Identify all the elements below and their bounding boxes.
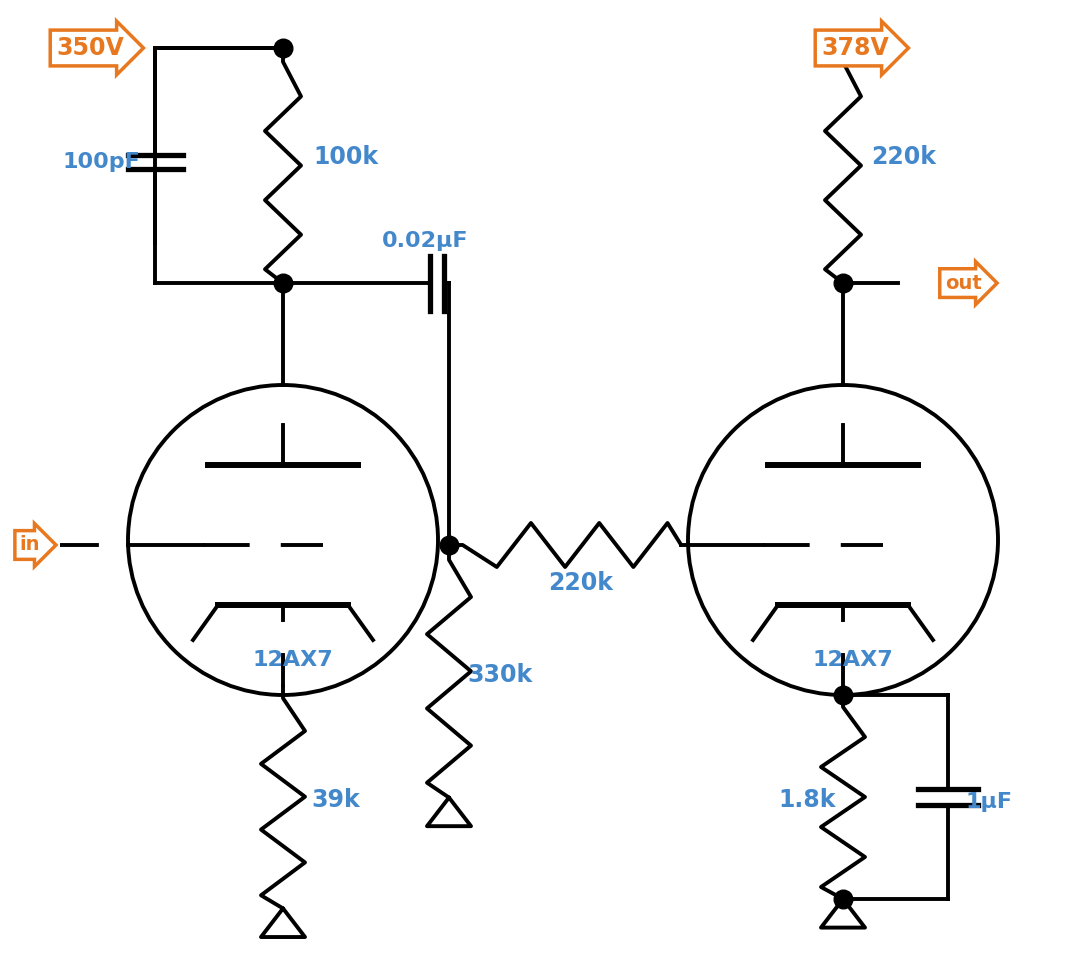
Point — [835, 892, 852, 907]
Text: 350V: 350V — [57, 36, 124, 60]
Text: 1μF: 1μF — [966, 792, 1013, 812]
Point — [835, 687, 852, 703]
Point — [275, 276, 292, 291]
Text: 378V: 378V — [821, 36, 889, 60]
Point — [440, 537, 458, 552]
Point — [275, 40, 292, 56]
Text: 330k: 330k — [467, 663, 532, 687]
Point — [835, 276, 852, 291]
Text: 12AX7: 12AX7 — [252, 650, 334, 670]
Text: 220k: 220k — [548, 571, 613, 595]
Text: 100pF: 100pF — [62, 152, 140, 172]
Text: 100k: 100k — [313, 145, 378, 169]
Text: 39k: 39k — [311, 788, 360, 812]
Text: 1.8k: 1.8k — [778, 788, 836, 812]
Text: 220k: 220k — [871, 145, 936, 169]
Text: out: out — [945, 274, 981, 293]
Text: 0.02μF: 0.02μF — [382, 231, 468, 251]
Text: 12AX7: 12AX7 — [812, 650, 894, 670]
Text: in: in — [19, 535, 41, 554]
